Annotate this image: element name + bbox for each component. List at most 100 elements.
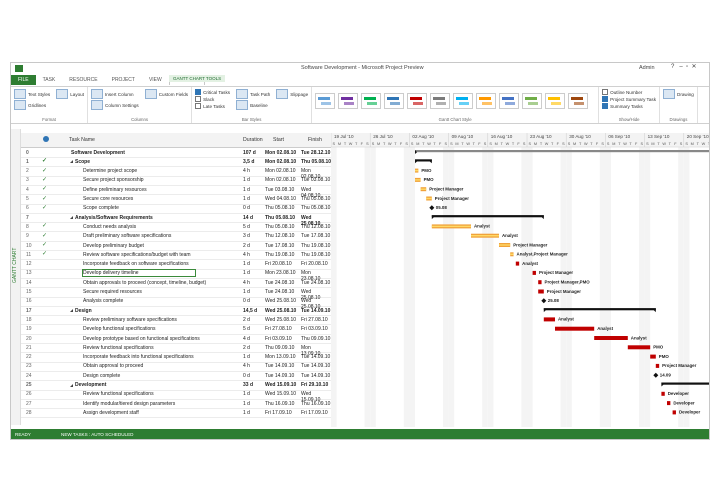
ribbon-item[interactable]: Critical Tasks <box>195 89 230 95</box>
column-header[interactable]: Start <box>273 137 284 143</box>
ribbon-item[interactable]: Layout <box>56 89 84 99</box>
ribbon-item[interactable]: Summary Tasks <box>602 103 656 109</box>
day-label: T <box>590 142 593 146</box>
ribbon-item[interactable]: Task Path <box>236 89 270 99</box>
task-name: Develop delivery timeline <box>82 269 196 278</box>
task-row[interactable]: 7 Analysis/Software Requirements 14 d Thu 0… <box>21 213 331 227</box>
done-check: ✓ <box>42 242 48 248</box>
task-row[interactable]: 10 ✓ Develop preliminary budget 2 d Tue 17.0… <box>21 241 331 251</box>
status-schedule-mode[interactable]: NEW TASKS : AUTO SCHEDULED <box>61 432 134 437</box>
style-swatch[interactable] <box>453 93 474 109</box>
style-swatch[interactable] <box>568 93 589 109</box>
column-header[interactable]: Task Name <box>69 137 95 143</box>
task-name: Incorporate feedback into functional spe… <box>83 354 194 361</box>
style-swatch[interactable] <box>407 93 428 109</box>
task-bar <box>538 280 542 285</box>
ribbon-item[interactable]: Text Styles <box>14 89 50 99</box>
ribbon-item[interactable]: Insert Column <box>91 89 139 99</box>
progress-bar <box>415 169 419 172</box>
ribbon-tab[interactable]: VIEW <box>148 77 162 83</box>
task-row[interactable]: 27 Identify modular/tiered design paramet… <box>21 399 331 410</box>
ribbon-item[interactable]: Baseline <box>236 100 270 110</box>
style-swatch[interactable] <box>338 93 359 109</box>
task-row[interactable]: 12 Incorporate feedback on software speci… <box>21 260 331 270</box>
task-row[interactable]: 23 Obtain approval to proceed 4 h Tue 14.09… <box>21 362 331 372</box>
window-controls[interactable]: ? – ▫ ✕ <box>671 64 697 70</box>
task-row[interactable]: 25 Development 33 d Wed 15.09.10 Fri 29.10.1… <box>21 381 331 391</box>
style-swatch[interactable] <box>499 93 520 109</box>
task-start: Mon 02.08.10 <box>265 168 296 175</box>
ribbon-tab[interactable]: TASK <box>42 77 56 83</box>
style-swatch[interactable] <box>476 93 497 109</box>
task-row[interactable]: 0 Software Development 107 d Mon 02.08.10 Tu… <box>21 148 331 158</box>
ribbon-group: Drawing Drawings <box>660 87 698 123</box>
task-start: Tue 03.08.10 <box>265 186 295 193</box>
ribbon-item[interactable]: Slack <box>195 96 230 102</box>
column-header[interactable]: Finish <box>308 137 322 143</box>
day-label: F <box>674 142 677 146</box>
task-row[interactable]: 28 Assign development staff 1 d Fri 17.09.1… <box>21 408 331 419</box>
weekend-shade <box>678 147 684 427</box>
task-row[interactable]: 1 ✓ Scope 3,5 d Mon 02.08.10 Thu 05.08.10 <box>21 157 332 168</box>
day-label: M <box>338 142 341 146</box>
task-finish: Tue 17.08.10 <box>301 233 331 240</box>
weekend-shade <box>409 147 415 427</box>
task-row[interactable]: 9 ✓ Draft preliminary software specificati… <box>21 232 331 242</box>
task-row[interactable]: 26 Review functional specifications 1 d Wed… <box>21 390 331 403</box>
style-swatch[interactable] <box>545 93 566 109</box>
task-row[interactable]: 14 Obtain approvals to proceed (concept, … <box>21 278 331 289</box>
task-row[interactable]: 15 Secure required resources 1 d Tue 24.08.… <box>21 288 331 301</box>
style-swatch[interactable] <box>361 93 382 109</box>
task-row[interactable]: 21 Review functional specifications 2 d Thu… <box>21 343 331 357</box>
user-name[interactable]: Admin <box>639 65 655 71</box>
day-label: S <box>685 142 688 146</box>
task-row[interactable]: 2 ✓ Determine project scope 4 h Mon 02.08.10… <box>21 167 331 181</box>
weekend-shade <box>566 147 572 427</box>
ribbon-item[interactable]: Slippage <box>276 89 308 99</box>
task-row[interactable]: 3 ✓ Secure project sponsorship 1 d Mon 02.08… <box>21 176 331 186</box>
checkbox <box>195 96 202 102</box>
task-row[interactable]: 13 Develop delivery timeline 1 d Mon 23.08.… <box>21 269 331 282</box>
task-row[interactable]: 20 Develop prototype based on functional … <box>21 334 331 344</box>
ribbon-item[interactable]: Outline Number <box>602 89 656 95</box>
task-row[interactable]: 11 ✓ Review software specifications/budget… <box>21 250 331 261</box>
task-start: Mon 02.08.10 <box>265 149 297 156</box>
ribbon-item[interactable]: Custom Fields <box>144 89 188 99</box>
week-label: 06 Sep '10 <box>608 134 630 139</box>
milestone <box>429 205 435 211</box>
task-start: Wed 25.08.10 <box>265 298 297 305</box>
ribbon-tab[interactable]: PROJECT <box>111 77 135 83</box>
style-swatch[interactable] <box>315 93 336 109</box>
task-row[interactable]: 6 ✓ Scope complete 0 d Thu 05.08.10 Thu 05.08… <box>21 204 331 214</box>
task-row[interactable]: 8 ✓ Conduct needs analysis 5 d Thu 05.08.10 T… <box>21 222 331 233</box>
ribbon-item[interactable]: Column Settings <box>91 100 139 110</box>
task-row[interactable]: 4 ✓ Define preliminary resources 1 d Tue 03.… <box>21 185 331 199</box>
task-row[interactable]: 17 Design 14,5 d Wed 25.08.10 Tue 14.09.10 <box>21 306 331 317</box>
task-row[interactable]: 16 Analysis complete 0 d Wed 25.08.10 Wed 25… <box>21 297 331 310</box>
task-row[interactable]: 18 Review preliminary software specificat… <box>21 315 331 326</box>
ribbon-tab[interactable]: RESOURCE <box>69 77 98 83</box>
group-label: Bar Styles <box>241 117 262 122</box>
ribbon-item[interactable]: Gridlines <box>14 100 50 110</box>
task-row[interactable]: 19 Develop functional specifications 5 d Fr… <box>21 325 331 335</box>
ribbon-tab[interactable]: FILE <box>11 75 36 85</box>
task-row[interactable]: 24 Design complete 0 d Tue 14.09.10 Tue 14.0… <box>21 371 331 382</box>
day-label: M <box>691 142 694 146</box>
swatch-bar <box>528 102 539 105</box>
task-start: Fri 03.09.10 <box>265 335 292 342</box>
task-finish: Thu 05.08.10 <box>301 158 332 165</box>
swatch-bar <box>318 97 331 100</box>
task-row[interactable]: 22 Incorporate feedback into functional s… <box>21 353 331 363</box>
swatch-bar <box>433 97 446 100</box>
task-finish: Mon 02.08.10 <box>301 168 321 181</box>
ribbon-item[interactable]: Late Tasks <box>195 103 230 109</box>
style-swatch[interactable] <box>430 93 451 109</box>
style-swatch[interactable] <box>522 93 543 109</box>
task-finish: Thu 12.08.10 <box>301 223 331 230</box>
task-row[interactable]: 5 ✓ Secure core resources 1 d Wed 04.08.10 Th… <box>21 195 331 205</box>
style-swatch[interactable] <box>384 93 405 109</box>
column-header[interactable]: Duration <box>243 137 263 143</box>
task-start: Mon 02.08.10 <box>265 177 296 184</box>
ribbon-item[interactable]: Drawing <box>663 89 694 99</box>
ribbon-item[interactable]: Project Summary Task <box>602 96 656 102</box>
